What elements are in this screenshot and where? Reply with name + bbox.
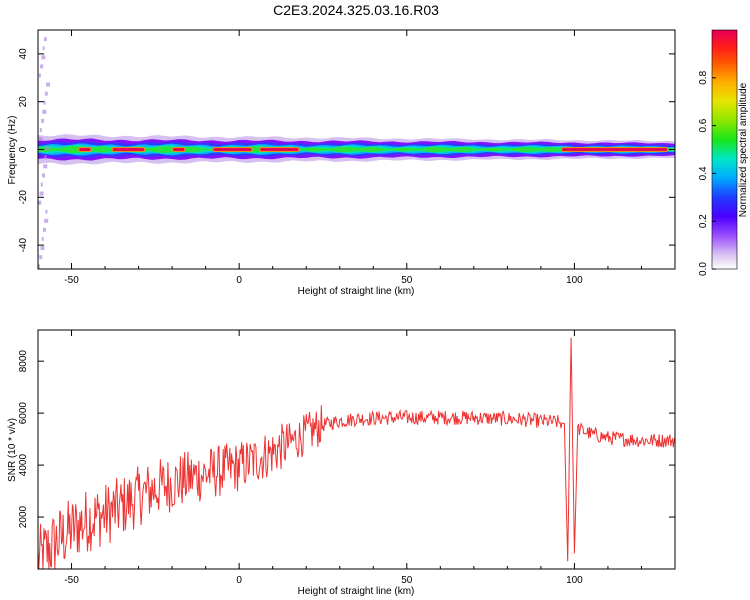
snr-x-tick-label: -50 <box>64 575 79 586</box>
heatmap-y-tick-label: -40 <box>18 237 29 252</box>
snr-plot-area <box>38 330 675 569</box>
heatmap-y-tick-label: 40 <box>18 48 29 60</box>
spectral-noise <box>42 109 47 114</box>
spectral-noise <box>43 37 47 42</box>
snr-series-line <box>38 337 675 569</box>
snr-x-tick-label: 50 <box>401 575 413 586</box>
spectral-noise <box>44 218 49 223</box>
spectral-noise <box>38 200 42 205</box>
spectral-noise <box>38 264 40 269</box>
heatmap-x-tick-label: 100 <box>566 275 583 286</box>
heatmap-x-tick-label: -50 <box>64 275 79 286</box>
spectral-noise <box>42 227 46 232</box>
snr-y-label: SNR (10 * v/v) <box>7 418 18 482</box>
colorbar-tick-label: 0.6 <box>698 118 709 132</box>
spectral-noise <box>39 191 44 196</box>
heatmap-y-label: Frequency (Hz) <box>7 116 18 185</box>
chart-title: C2E3.2024.325.03.16.R03 <box>273 2 439 18</box>
spectral-peak <box>79 148 91 151</box>
heatmap-axes: -50 0 50 100 -40 -20 0 20 40 <box>18 30 676 286</box>
heatmap-y-tick-label: 0 <box>18 146 29 152</box>
spectral-noise <box>42 173 46 178</box>
colorbar-label: Normalized spectral amplitude <box>738 82 749 217</box>
colorbar-tick-label: 0.2 <box>698 214 709 228</box>
spectral-noise <box>45 146 49 151</box>
snr-y-tick-label: 4000 <box>18 454 29 477</box>
spectral-noise <box>43 164 48 169</box>
spectral-noise <box>41 118 45 123</box>
spectral-noise <box>43 100 46 105</box>
colorbar-gradient <box>711 29 738 270</box>
heatmap-spectrum <box>38 37 675 269</box>
snr-y-tick-label: 6000 <box>18 402 29 425</box>
colorbar-tick-label: 0.0 <box>698 262 709 276</box>
colorbar-ticks: 0.0 0.2 0.4 0.6 0.8 <box>698 70 716 276</box>
spectral-peak <box>112 148 145 151</box>
heatmap-x-tick-label: 50 <box>401 275 413 286</box>
snr-frame <box>37 329 676 570</box>
snr-axes: -50 0 50 100 2000 4000 6000 8000 <box>18 330 676 586</box>
spectral-band <box>38 145 675 154</box>
spectral-noise <box>38 73 41 78</box>
heatmap-y-tick-label: -20 <box>18 190 29 205</box>
spectral-peak <box>173 148 185 151</box>
snr-x-tick-label: 100 <box>566 575 583 586</box>
heatmap-x-label: Height of straight line (km) <box>298 286 415 297</box>
snr-y-tick-label: 2000 <box>18 505 29 528</box>
spectral-noise <box>38 137 43 142</box>
colorbar-tick-label: 0.4 <box>698 166 709 180</box>
spectral-noise <box>45 209 48 214</box>
spectral-noise <box>40 246 45 251</box>
spectral-peak <box>562 148 668 151</box>
spectral-noise <box>46 82 51 87</box>
spectral-noise <box>40 64 44 69</box>
spectral-noise <box>44 155 47 160</box>
spectral-noise <box>42 46 45 51</box>
heatmap-panel: -50 0 50 100 -40 -20 0 20 40 Height of straight … <box>7 29 676 297</box>
snr-x-label: Height of straight line (km) <box>298 586 415 597</box>
spectral-peak <box>213 148 252 151</box>
spectral-noise <box>40 182 43 187</box>
colorbar: 0.0 0.2 0.4 0.6 0.8 Normalized spectral ampl… <box>698 29 749 276</box>
snr-panel: -50 0 50 100 2000 4000 6000 8000 Height of stra… <box>7 329 676 597</box>
spectral-noise <box>39 255 43 260</box>
spectral-noise <box>44 91 48 96</box>
colorbar-tick-label: 0.8 <box>698 70 709 84</box>
spectral-noise <box>41 236 44 241</box>
spectral-noise <box>41 55 46 60</box>
heatmap-y-tick-label: 20 <box>18 96 29 108</box>
heatmap-x-tick-label: 0 <box>236 275 242 286</box>
spectral-noise <box>39 127 42 132</box>
spectral-peak <box>260 148 299 151</box>
snr-y-tick-label: 8000 <box>18 350 29 373</box>
snr-x-tick-label: 0 <box>236 575 242 586</box>
